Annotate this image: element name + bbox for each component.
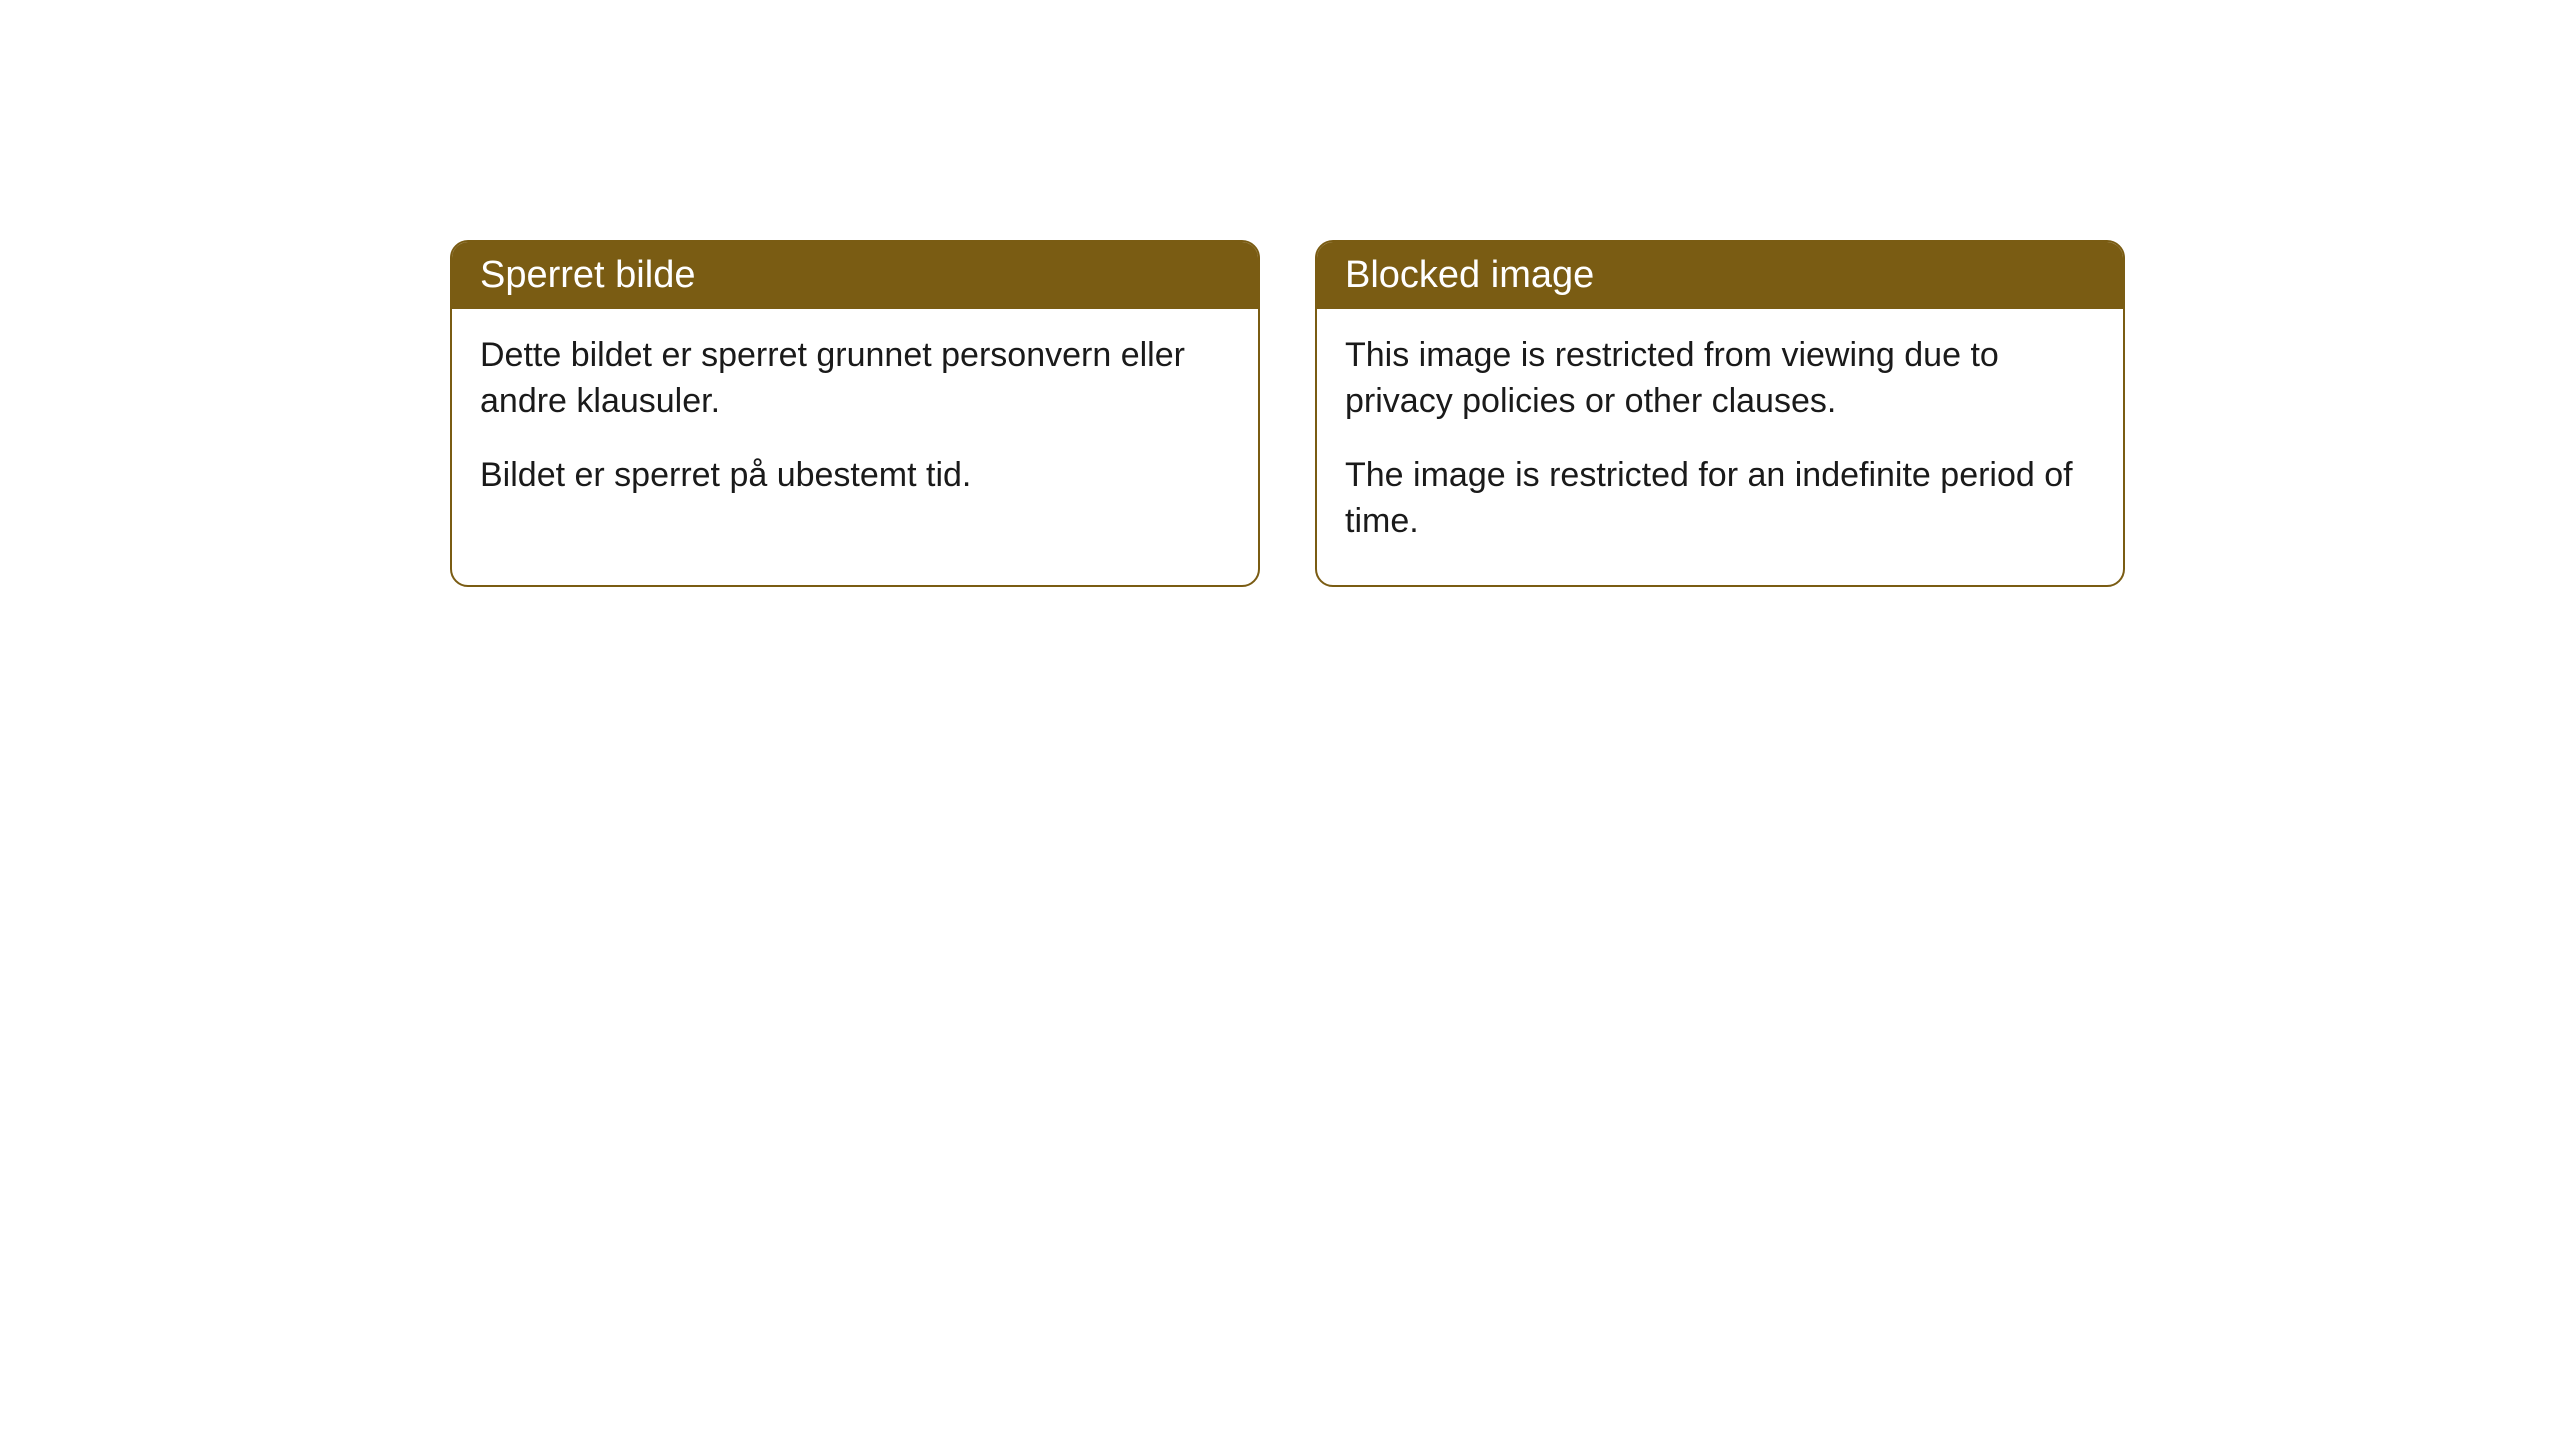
card-header-norwegian: Sperret bilde: [452, 242, 1258, 309]
card-title-english: Blocked image: [1345, 254, 1594, 296]
card-para1-english: This image is restricted from viewing du…: [1345, 333, 2095, 425]
card-para2-norwegian: Bildet er sperret på ubestemt tid.: [480, 453, 1230, 499]
cards-container: Sperret bilde Dette bildet er sperret gr…: [450, 240, 2125, 587]
card-norwegian: Sperret bilde Dette bildet er sperret gr…: [450, 240, 1260, 587]
card-para1-norwegian: Dette bildet er sperret grunnet personve…: [480, 333, 1230, 425]
card-body-english: This image is restricted from viewing du…: [1317, 309, 2123, 585]
card-english: Blocked image This image is restricted f…: [1315, 240, 2125, 587]
card-para2-english: The image is restricted for an indefinit…: [1345, 453, 2095, 545]
card-title-norwegian: Sperret bilde: [480, 254, 695, 296]
card-body-norwegian: Dette bildet er sperret grunnet personve…: [452, 309, 1258, 539]
card-header-english: Blocked image: [1317, 242, 2123, 309]
